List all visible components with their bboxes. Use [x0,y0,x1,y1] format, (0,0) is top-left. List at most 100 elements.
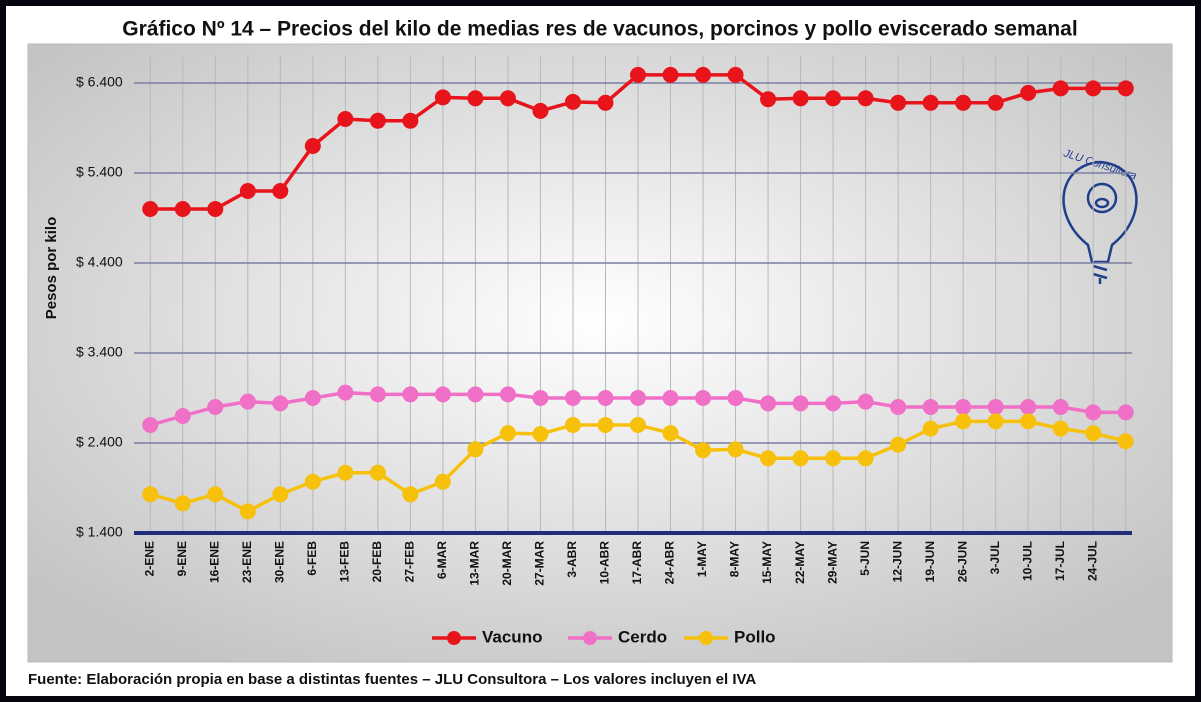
data-point [955,94,972,111]
legend-label: Pollo [734,627,776,646]
x-tick-label: 15-MAY [760,541,774,584]
data-point [825,450,842,467]
data-point [760,91,777,108]
x-tick-label: 6-FEB [305,541,319,576]
y-tick-label: $ 4.400 [76,254,123,270]
x-tick-label: 1-MAY [695,541,709,577]
data-point [695,66,712,83]
data-point [174,495,191,512]
data-point [1117,404,1134,421]
data-point [434,386,451,403]
data-point [1052,80,1069,97]
data-point [727,441,744,458]
x-tick-label: 10-ABR [598,541,612,585]
data-point [597,390,614,406]
data-point [760,450,777,467]
data-point [272,486,289,503]
data-point [662,390,679,406]
data-point [630,417,646,433]
legend-label: Vacuno [482,627,542,646]
data-point [564,93,581,110]
data-point [1117,80,1134,97]
data-point [239,393,256,410]
data-point [239,183,256,199]
data-point [467,90,484,107]
data-point [499,386,516,403]
data-point [922,399,939,415]
data-point [792,450,809,467]
data-point [1020,84,1037,101]
data-point [727,390,744,406]
legend-marker [447,631,461,645]
x-tick-label: 24-ABR [663,541,677,585]
data-point [890,436,907,453]
data-point [727,66,744,83]
data-point [922,94,939,111]
x-tick-label: 29-MAY [825,541,839,584]
legend-label: Cerdo [618,627,667,646]
data-point [857,393,874,410]
data-point [597,94,614,111]
data-point [369,112,386,129]
data-point [304,138,321,154]
data-point [142,201,159,217]
data-point [369,386,386,403]
data-point [987,94,1004,111]
x-tick-label: 24-JUL [1085,541,1099,581]
data-point [792,90,809,107]
data-point [467,441,484,458]
data-point [402,112,419,129]
data-point [695,390,712,406]
data-point [890,399,907,415]
x-tick-label: 9-ENE [175,541,189,576]
x-tick-label: 20-MAR [500,541,514,586]
y-tick-label: $ 3.400 [76,344,123,360]
data-point [369,464,386,481]
x-tick-label: 22-MAY [793,541,807,584]
data-point [207,486,224,503]
data-point [955,399,972,415]
data-point [1052,399,1069,415]
data-point [662,425,679,442]
x-tick-label: 13-MAR [468,541,482,586]
data-point [304,473,321,490]
data-point [239,503,256,520]
x-tick-label: 13-FEB [338,541,352,583]
data-point [337,384,354,401]
x-tick-label: 16-ENE [207,541,221,583]
x-tick-label: 10-JUL [1020,541,1034,581]
data-point [142,486,159,503]
data-point [337,464,354,481]
data-point [337,111,354,127]
data-point [272,183,289,199]
x-tick-label: 20-FEB [370,541,384,583]
data-point [630,66,646,83]
data-point [174,408,191,424]
data-point [434,89,451,106]
x-tick-label: 5-JUN [858,541,872,576]
data-point [532,102,549,119]
data-point [792,395,809,412]
source-note: Fuente: Elaboración propia en base a dis… [28,671,756,688]
x-tick-label: 17-JUL [1053,541,1067,581]
data-point [532,426,549,442]
x-tick-label: 19-JUN [923,541,937,582]
logo [1062,160,1138,284]
data-point [597,417,614,433]
data-point [499,425,516,442]
data-point [207,201,224,217]
data-point [402,386,419,403]
data-point [207,399,224,415]
data-point [760,395,777,412]
x-tick-label: 12-JUN [890,541,904,582]
data-point [434,473,451,490]
legend-marker [583,631,597,645]
x-tick-label: 3-ABR [565,541,579,578]
data-point [532,390,549,406]
y-tick-label: $ 1.400 [76,524,123,540]
data-point [1085,425,1102,442]
data-point [987,413,1004,430]
data-point [955,413,972,430]
